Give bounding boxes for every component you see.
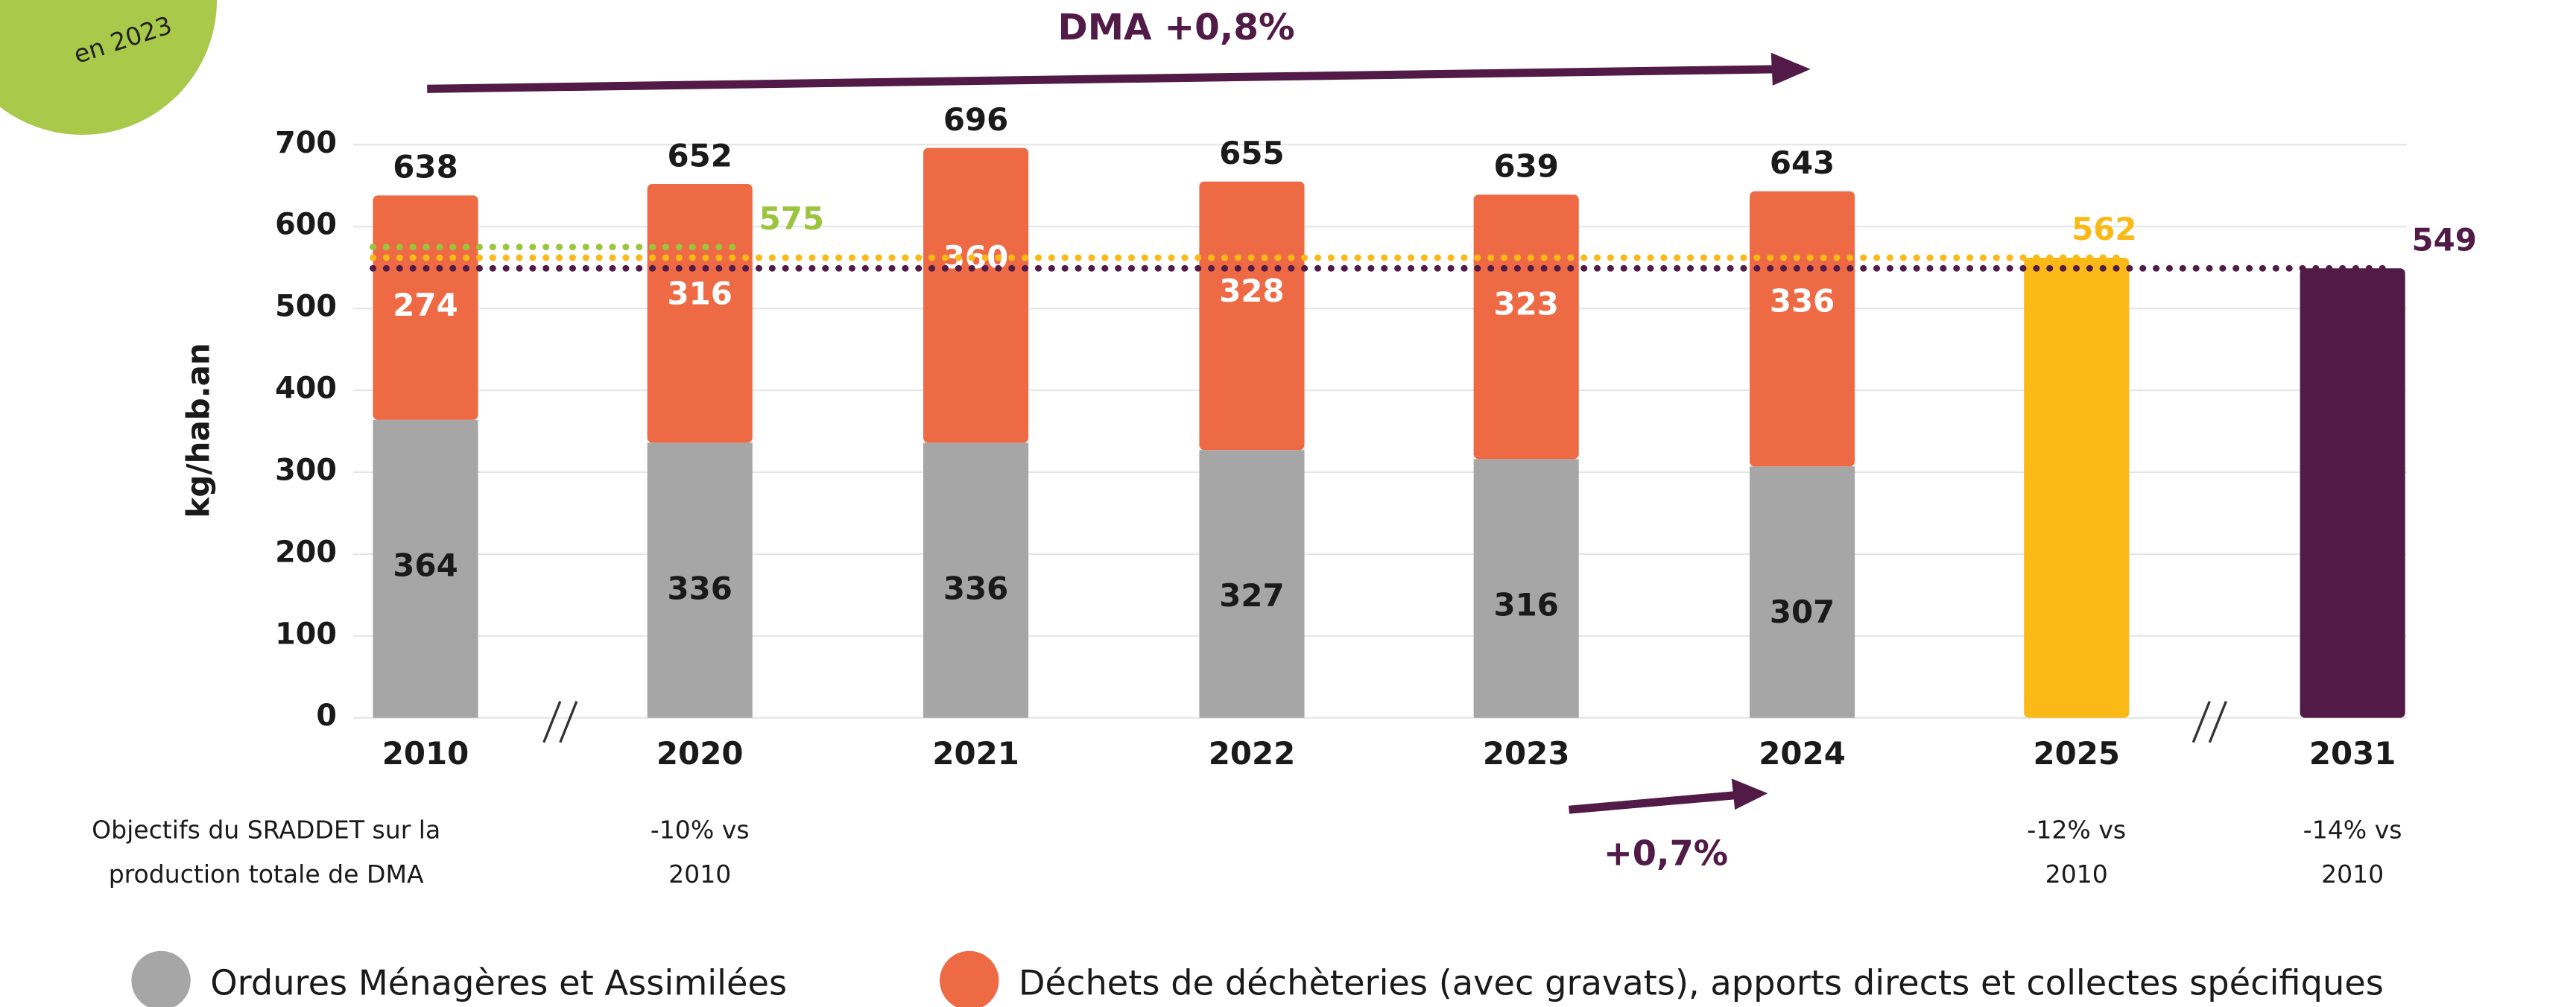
legend-label: Déchets de déchèteries (avec gravats), a… <box>1019 963 2384 1003</box>
notes-title: Objectifs du SRADDET sur la <box>92 815 440 844</box>
note: 2010 <box>2321 860 2384 889</box>
value-label: 336 <box>667 570 732 606</box>
total-label: 638 <box>393 149 458 185</box>
value-label: 328 <box>1219 273 1284 309</box>
value-label: 316 <box>1493 586 1558 623</box>
bar-segment <box>1473 194 1579 460</box>
note: -12% vs <box>2027 815 2126 844</box>
target-bar <box>2024 257 2130 718</box>
note: -10% vs <box>651 815 750 844</box>
note: -14% vs <box>2303 815 2402 844</box>
x-tick-label: 2031 <box>2309 735 2396 772</box>
value-label: 307 <box>1770 594 1835 630</box>
legend-swatch <box>940 950 999 1007</box>
bar-segment <box>923 147 1029 443</box>
value-label: 336 <box>1770 282 1835 319</box>
total-label: 696 <box>943 101 1008 138</box>
y-axis-label: kg/hab.an <box>180 343 216 518</box>
headline: DMA +0,8% <box>1058 7 1295 48</box>
note: 2010 <box>2045 860 2108 889</box>
plot: 0 100 200 300 400 500 600 700 2010 364 274 638 2020 3… <box>131 101 2477 1007</box>
x-tick-label: 2023 <box>1483 735 1570 772</box>
value-label: 323 <box>1493 286 1558 323</box>
y-tick-label: 400 <box>275 372 337 406</box>
y-tick-label: 100 <box>275 617 337 651</box>
bar-segment <box>1750 466 1855 718</box>
note: 2010 <box>668 860 731 889</box>
x-tick-label: 2022 <box>1209 735 1296 772</box>
notes-title: production totale de DMA <box>109 860 424 889</box>
value-label: 364 <box>393 547 458 584</box>
y-tick-label: 600 <box>275 208 337 242</box>
arrow <box>427 65 1778 93</box>
bar-segment <box>647 442 753 718</box>
total-label: 639 <box>1493 148 1558 185</box>
value-label: 316 <box>667 275 732 311</box>
arrow <box>1569 790 1739 814</box>
bar-segment <box>923 442 1029 718</box>
value-label: 336 <box>943 570 1008 606</box>
bar-segment <box>1750 191 1855 467</box>
arrow-head <box>1731 778 1768 810</box>
badge <box>0 0 217 135</box>
break-mark <box>2192 701 2227 743</box>
reference-label: 549 <box>2412 221 2477 258</box>
total-label: 643 <box>1770 144 1835 181</box>
y-tick-label: 500 <box>275 290 337 324</box>
legend-label: Ordures Ménagères et Assimilées <box>210 963 787 1003</box>
y-tick-label: 300 <box>275 453 337 487</box>
bar-segment <box>1199 181 1305 451</box>
total-label: 652 <box>667 137 732 174</box>
break-mark <box>542 701 578 743</box>
value-label: 274 <box>393 287 458 323</box>
y-tick-label: 200 <box>275 535 337 569</box>
reference-label: 562 <box>2072 211 2136 247</box>
reference-label: 575 <box>759 200 824 237</box>
arrow-head <box>1770 52 1811 86</box>
x-tick-label: 2024 <box>1759 735 1846 772</box>
bar-segment <box>647 184 753 443</box>
legend-swatch <box>131 950 191 1007</box>
bar-segment <box>1199 450 1305 718</box>
y-tick-label: 700 <box>275 126 337 160</box>
target-bar <box>2300 268 2405 718</box>
x-tick-label: 2020 <box>656 735 744 772</box>
bar-segment <box>373 195 478 420</box>
sub-headline: +0,7% <box>1604 833 1728 873</box>
bar-segment <box>1473 459 1579 718</box>
value-label: 327 <box>1219 577 1284 614</box>
x-tick-label: 2025 <box>2033 735 2120 772</box>
total-label: 655 <box>1219 135 1284 171</box>
bar-segment <box>373 419 478 718</box>
x-tick-label: 2021 <box>932 735 1019 772</box>
x-tick-label: 2010 <box>382 735 469 772</box>
y-tick-label: 0 <box>316 699 337 733</box>
